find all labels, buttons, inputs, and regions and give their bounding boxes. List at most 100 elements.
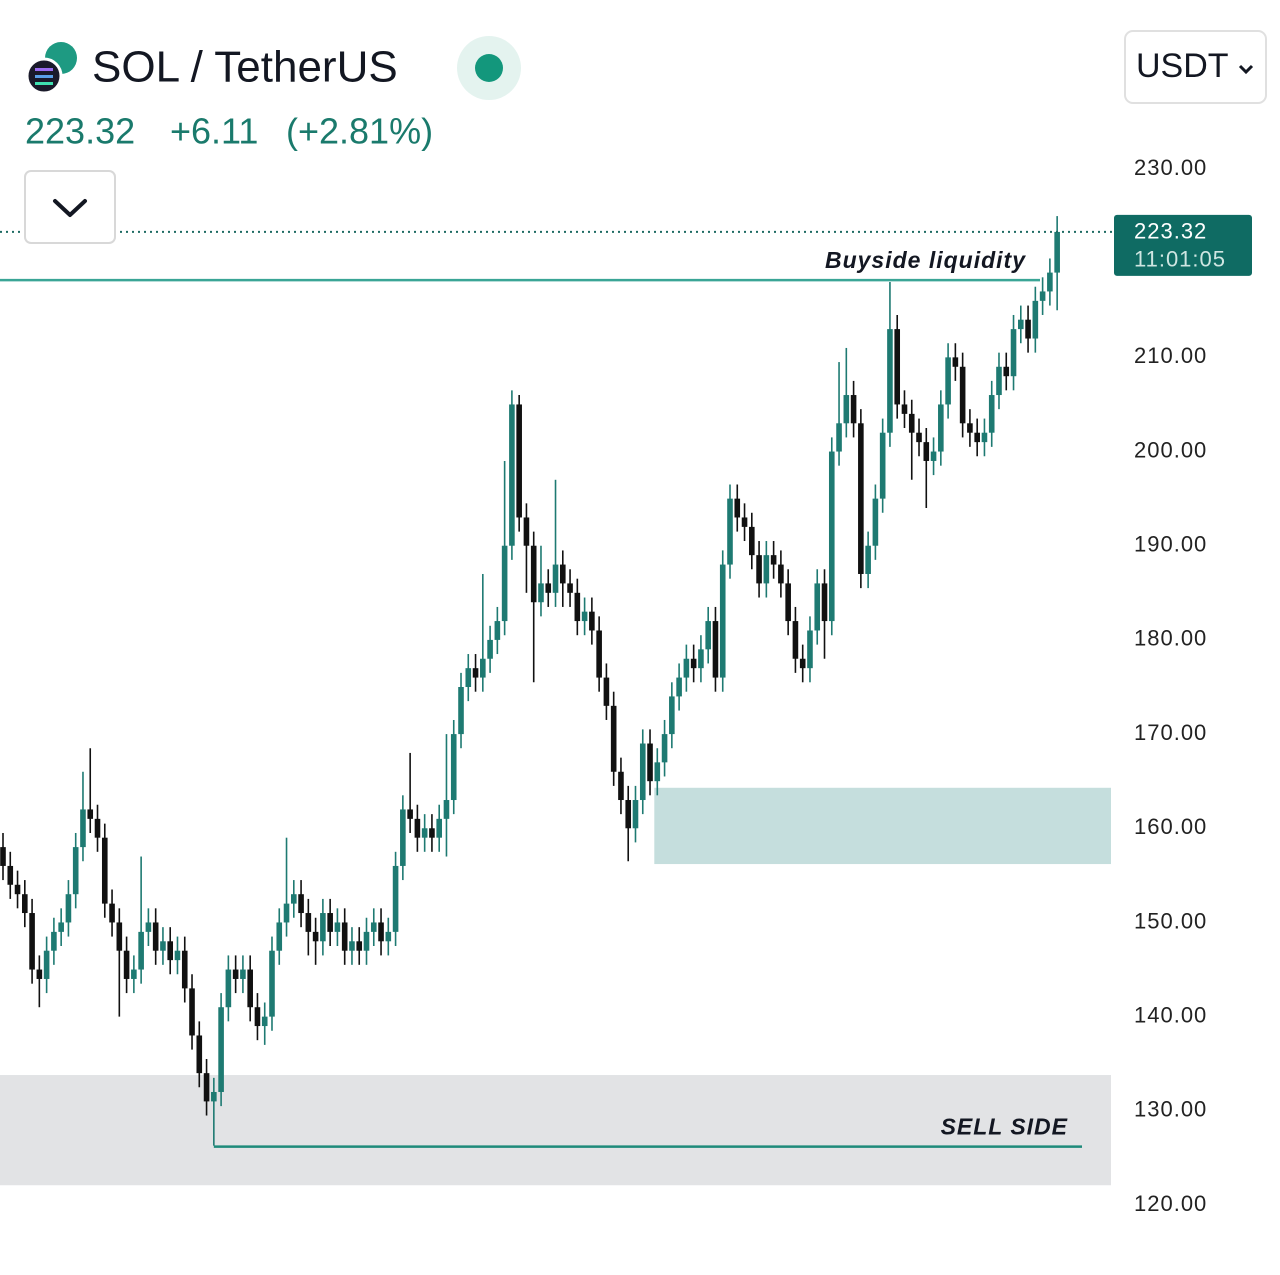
y-tick-label: 230.00 bbox=[1134, 155, 1207, 180]
y-tick-label: 190.00 bbox=[1134, 532, 1207, 557]
candle-body bbox=[0, 847, 6, 866]
header-change-pct: (+2.81%) bbox=[286, 111, 433, 152]
candle-body bbox=[574, 592, 581, 622]
candle-body bbox=[828, 451, 835, 622]
candle-body bbox=[545, 583, 552, 593]
candle-body bbox=[392, 865, 399, 932]
candle-body bbox=[974, 432, 980, 443]
candle-body bbox=[480, 658, 486, 678]
candle-body bbox=[196, 1035, 203, 1074]
candle-body bbox=[952, 357, 959, 367]
currency-button[interactable]: USDT bbox=[1124, 30, 1267, 104]
sol-logo bbox=[25, 42, 77, 95]
candle-body bbox=[559, 564, 566, 584]
collapse-button[interactable] bbox=[24, 170, 116, 244]
price-tag-value: 223.32 bbox=[1134, 219, 1207, 244]
candle-body bbox=[603, 677, 610, 706]
candle-body bbox=[996, 366, 1002, 396]
candle-body bbox=[298, 894, 304, 914]
candle-body bbox=[450, 734, 457, 801]
y-tick-label: 210.00 bbox=[1134, 343, 1207, 368]
candle-body bbox=[407, 809, 413, 819]
candle-body bbox=[770, 555, 777, 565]
candle-body bbox=[712, 621, 719, 678]
candle-body bbox=[705, 621, 711, 650]
candle-body bbox=[22, 894, 28, 914]
candle-body bbox=[225, 969, 232, 1008]
candle-body bbox=[80, 809, 86, 848]
candle-body bbox=[29, 913, 35, 970]
candle-body bbox=[690, 658, 697, 669]
candle-body bbox=[349, 941, 355, 951]
candle-body bbox=[291, 894, 297, 904]
candle-body bbox=[232, 969, 239, 979]
candle-body bbox=[879, 432, 886, 499]
candle-body bbox=[1010, 329, 1017, 377]
candle-body bbox=[530, 545, 537, 603]
candle-body bbox=[1025, 319, 1031, 339]
y-tick-label: 200.00 bbox=[1134, 437, 1207, 462]
price-tag bbox=[1114, 214, 1252, 276]
candle-body bbox=[378, 922, 384, 942]
liquidity-label: Buyside liquidity bbox=[825, 247, 1026, 273]
candle-body bbox=[610, 705, 617, 772]
candle-body bbox=[152, 922, 159, 951]
candle-body bbox=[400, 809, 406, 866]
candle-body bbox=[276, 922, 283, 951]
candle-body bbox=[494, 621, 501, 640]
currency-label: USDT bbox=[1136, 47, 1229, 85]
candle-body bbox=[872, 498, 879, 546]
candle-body bbox=[807, 630, 813, 669]
candle-body bbox=[814, 583, 821, 631]
candle-body bbox=[109, 903, 115, 923]
candle-body bbox=[589, 611, 595, 631]
candle-body bbox=[458, 687, 464, 735]
candle-body bbox=[334, 922, 341, 932]
y-tick-label: 140.00 bbox=[1134, 1002, 1207, 1027]
candle-body bbox=[94, 818, 101, 838]
candle-body bbox=[72, 847, 79, 895]
candle-body bbox=[967, 423, 973, 433]
candle-body bbox=[763, 555, 770, 584]
candle-body bbox=[43, 950, 50, 979]
candle-body bbox=[305, 913, 312, 932]
y-tick-label: 160.00 bbox=[1134, 814, 1207, 839]
candle-body bbox=[901, 404, 908, 414]
price-tag-time: 11:01:05 bbox=[1134, 247, 1226, 272]
candle-body bbox=[1054, 231, 1060, 273]
candle-body bbox=[465, 668, 472, 687]
candle-body bbox=[785, 583, 791, 622]
candle-body bbox=[749, 526, 755, 556]
candle-body bbox=[131, 969, 137, 979]
candle-body bbox=[1032, 300, 1039, 339]
candle-body bbox=[283, 903, 290, 923]
candle-body bbox=[858, 423, 864, 574]
candle-body bbox=[261, 1016, 268, 1027]
y-tick-label: 180.00 bbox=[1134, 626, 1207, 651]
candle-body bbox=[618, 771, 624, 801]
liquidity-zone bbox=[654, 787, 1111, 865]
candle-body bbox=[988, 395, 995, 433]
candle-body bbox=[865, 545, 871, 574]
liquidity-zone bbox=[0, 1075, 1111, 1186]
candle-body bbox=[87, 809, 94, 819]
candle-body bbox=[981, 432, 988, 443]
candle-body bbox=[581, 611, 588, 622]
candle-body bbox=[538, 583, 544, 603]
candle-body bbox=[778, 564, 784, 584]
candle-body bbox=[501, 545, 508, 622]
candle-body bbox=[472, 668, 479, 678]
candle-body bbox=[632, 800, 639, 829]
candle-body bbox=[436, 818, 442, 838]
candle-body bbox=[101, 837, 108, 904]
candle-body bbox=[639, 743, 646, 801]
candle-body bbox=[938, 404, 944, 452]
y-tick-label: 170.00 bbox=[1134, 720, 1207, 745]
candle-body bbox=[218, 1007, 224, 1092]
candle-body bbox=[1039, 291, 1046, 301]
candle-body bbox=[1003, 366, 1010, 377]
y-tick-label: 150.00 bbox=[1134, 908, 1207, 933]
candle-body bbox=[51, 931, 57, 951]
